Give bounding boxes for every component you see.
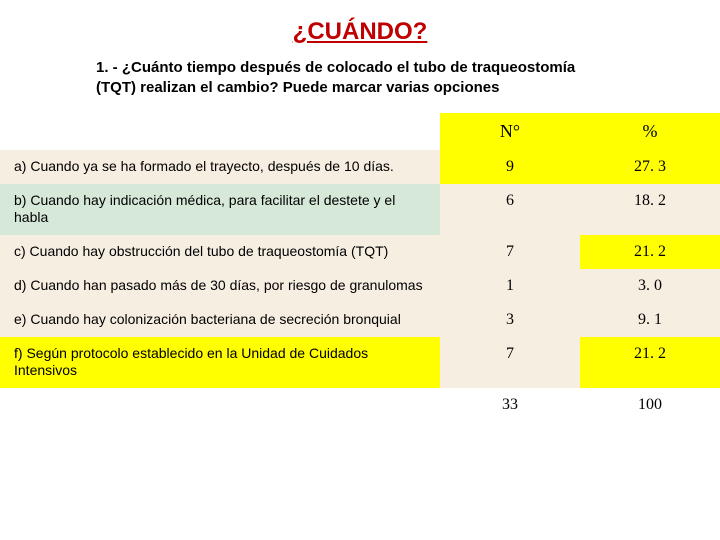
row-desc: c) Cuando hay obstrucción del tubo de tr…	[0, 235, 440, 269]
table-row: d) Cuando han pasado más de 30 días, por…	[0, 269, 720, 303]
row-n: 1	[440, 269, 580, 303]
row-pct: 3. 0	[580, 269, 720, 303]
row-n: 6	[440, 184, 580, 235]
header-n: N°	[440, 113, 580, 150]
row-pct: 9. 1	[580, 303, 720, 337]
header-empty	[0, 113, 440, 150]
row-desc: e) Cuando hay colonización bacteriana de…	[0, 303, 440, 337]
table-row: b) Cuando hay indicación médica, para fa…	[0, 184, 720, 235]
table-total-row: 33 100	[0, 388, 720, 422]
table-row: a) Cuando ya se ha formado el trayecto, …	[0, 150, 720, 184]
results-table: N° % a) Cuando ya se ha formado el traye…	[0, 113, 720, 422]
header-pct: %	[580, 113, 720, 150]
table-header-row: N° %	[0, 113, 720, 150]
row-desc: a) Cuando ya se ha formado el trayecto, …	[0, 150, 440, 184]
page-title: ¿CUÁNDO?	[0, 18, 720, 46]
row-pct: 18. 2	[580, 184, 720, 235]
row-desc: b) Cuando hay indicación médica, para fa…	[0, 184, 440, 235]
row-n: 7	[440, 235, 580, 269]
total-pct: 100	[580, 388, 720, 422]
row-pct: 21. 2	[580, 235, 720, 269]
row-n: 7	[440, 337, 580, 388]
row-n: 9	[440, 150, 580, 184]
row-desc: d) Cuando han pasado más de 30 días, por…	[0, 269, 440, 303]
row-pct: 21. 2	[580, 337, 720, 388]
table-row: f) Según protocolo establecido en la Uni…	[0, 337, 720, 388]
total-n: 33	[440, 388, 580, 422]
row-n: 3	[440, 303, 580, 337]
total-empty	[0, 388, 440, 422]
question-text: 1. - ¿Cuánto tiempo después de colocado …	[96, 58, 616, 99]
table-row: c) Cuando hay obstrucción del tubo de tr…	[0, 235, 720, 269]
table-row: e) Cuando hay colonización bacteriana de…	[0, 303, 720, 337]
row-pct: 27. 3	[580, 150, 720, 184]
row-desc: f) Según protocolo establecido en la Uni…	[0, 337, 440, 388]
